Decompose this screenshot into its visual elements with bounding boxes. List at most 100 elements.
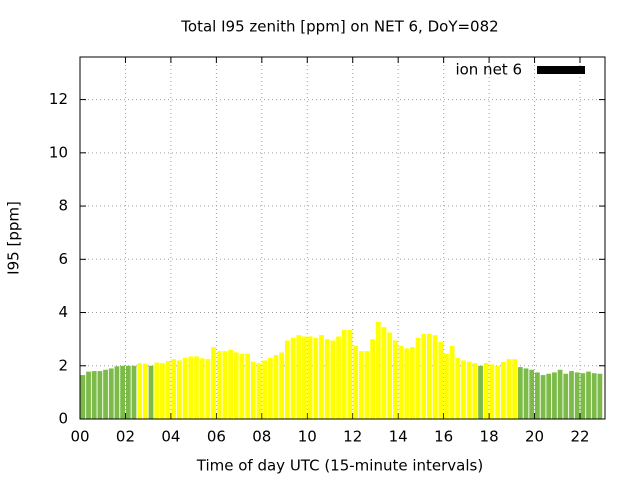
bar — [279, 352, 285, 419]
bar — [455, 357, 461, 419]
bar — [535, 372, 540, 419]
bar — [506, 359, 512, 419]
bar — [449, 345, 455, 419]
bar — [472, 363, 478, 419]
bar — [177, 360, 182, 419]
bar — [353, 345, 358, 419]
bar — [307, 336, 313, 419]
x-tick-label: 06 — [207, 428, 226, 446]
x-tick-label: 22 — [570, 428, 589, 446]
bar — [97, 371, 103, 419]
bar — [500, 361, 506, 419]
x-tick-label: 20 — [525, 428, 544, 446]
x-tick-label: 04 — [161, 428, 180, 446]
bar — [478, 365, 483, 419]
y-tick-label: 10 — [49, 143, 68, 161]
bar — [245, 353, 250, 419]
bar — [466, 361, 472, 419]
bar — [199, 358, 205, 419]
bar — [381, 327, 387, 419]
bar — [285, 340, 290, 419]
bar — [375, 321, 381, 419]
bar — [233, 352, 239, 419]
bar — [239, 353, 245, 419]
bar — [148, 365, 154, 419]
bar — [529, 369, 535, 419]
x-tick-label: 08 — [252, 428, 271, 446]
bar — [262, 360, 268, 419]
bar — [194, 356, 199, 419]
bar — [489, 364, 495, 419]
bar — [370, 339, 375, 419]
bar — [103, 369, 108, 419]
bar — [392, 340, 398, 419]
bar — [205, 359, 211, 419]
bar — [182, 357, 188, 419]
bar — [125, 365, 131, 419]
bar — [216, 351, 222, 419]
y-tick-label: 0 — [58, 410, 68, 428]
bar — [319, 335, 324, 419]
bar — [171, 359, 177, 419]
bar — [540, 375, 546, 419]
x-tick-label: 00 — [70, 428, 89, 446]
bar — [256, 363, 262, 419]
bar — [597, 373, 603, 419]
bar — [358, 351, 364, 419]
bar — [302, 336, 307, 419]
legend-label: ion net 6 — [455, 61, 522, 79]
bar — [364, 351, 370, 419]
y-tick-label: 6 — [58, 250, 68, 268]
bar — [228, 349, 233, 419]
bar — [557, 369, 563, 419]
bar — [432, 335, 438, 419]
y-axis-label: I95 [ppm] — [5, 201, 23, 275]
bar — [552, 372, 557, 419]
plot-frame — [79, 56, 606, 420]
x-tick-label: 10 — [298, 428, 317, 446]
bar — [483, 363, 489, 419]
bar — [387, 332, 393, 419]
bar — [250, 361, 256, 419]
bar — [495, 365, 500, 419]
bar — [523, 368, 529, 419]
bar — [336, 336, 341, 419]
bar — [114, 366, 120, 419]
bar — [330, 340, 336, 419]
bar — [444, 353, 449, 419]
bar — [86, 371, 91, 419]
bar — [404, 348, 410, 419]
bar — [421, 333, 427, 419]
bar — [546, 373, 552, 419]
bar — [188, 356, 194, 419]
bar — [290, 337, 296, 419]
bar — [512, 359, 518, 419]
bar — [461, 360, 466, 419]
bar — [160, 363, 165, 419]
bar — [154, 362, 160, 419]
bar — [415, 337, 421, 419]
bar — [165, 360, 171, 419]
bar — [222, 351, 228, 419]
x-tick-label: 02 — [116, 428, 135, 446]
bar — [398, 345, 404, 419]
y-tick-label: 2 — [58, 356, 68, 374]
x-tick-label: 16 — [434, 428, 453, 446]
bar — [137, 363, 143, 419]
bar — [341, 329, 347, 419]
bar — [313, 337, 319, 419]
bar — [211, 347, 216, 419]
bar — [131, 365, 137, 419]
x-tick-label: 18 — [480, 428, 499, 446]
y-tick-label: 4 — [58, 303, 68, 321]
bar — [347, 329, 353, 419]
bar — [517, 367, 523, 419]
bar — [267, 357, 273, 419]
bar — [580, 373, 586, 419]
x-tick-label: 12 — [343, 428, 362, 446]
bar — [120, 365, 125, 419]
bar — [574, 372, 580, 419]
bar — [410, 347, 415, 419]
bar — [569, 371, 574, 419]
x-axis-label: Time of day UTC (15-minute intervals) — [196, 457, 483, 475]
